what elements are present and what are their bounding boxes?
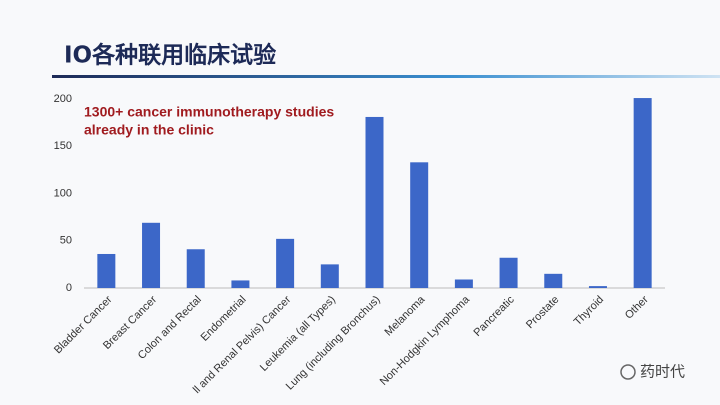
bar — [588, 286, 607, 288]
bar — [231, 280, 250, 288]
x-tick-label: Thyroid — [572, 294, 606, 328]
y-tick-label: 0 — [66, 282, 72, 294]
x-tick-label: Pancreatic — [472, 293, 518, 339]
bar — [186, 249, 205, 288]
x-tick-label: Other — [623, 293, 651, 321]
x-tick-label: Prostate — [524, 294, 561, 331]
x-tick-label: Lung (including Bronchus) — [284, 294, 383, 393]
bar — [320, 264, 339, 288]
x-tick-label: Non-Hodgkin Lymphoma — [378, 293, 473, 388]
bar — [633, 98, 652, 289]
bar — [544, 273, 563, 288]
x-tick-label: Melanoma — [383, 293, 428, 338]
y-tick-label: 200 — [54, 93, 72, 105]
annotation: already in the clinic — [84, 122, 214, 138]
chart-title: IO各种联用临床试验 — [64, 42, 276, 69]
bar — [97, 253, 116, 288]
y-tick-label: 150 — [54, 140, 72, 152]
bar — [499, 257, 518, 288]
bar — [410, 162, 429, 288]
bar — [454, 279, 473, 288]
bar — [142, 222, 161, 288]
title-rule — [52, 75, 720, 78]
y-tick-label: 50 — [60, 235, 72, 247]
watermark-icon — [620, 364, 636, 380]
watermark: 药时代 — [640, 363, 685, 381]
bar — [276, 238, 295, 288]
annotation: 1300+ cancer immunotherapy studies — [84, 104, 334, 120]
x-tick-label: Leukemia (all Types) — [258, 294, 338, 374]
y-tick-label: 100 — [54, 187, 72, 199]
bar — [365, 116, 384, 288]
